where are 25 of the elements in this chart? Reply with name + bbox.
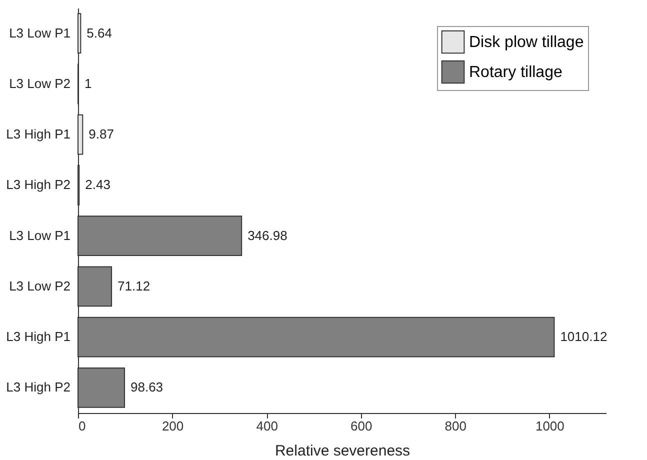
x-tick-label: 800: [444, 418, 466, 434]
y-tick-label: L3 Low P2: [9, 76, 70, 91]
y-tick-label: L3 Low P2: [9, 278, 70, 294]
x-tick-label: 1000: [535, 418, 564, 434]
data-label: 1010.12: [560, 329, 608, 344]
x-tick-label: 200: [162, 418, 184, 434]
data-label: 71.12: [118, 278, 150, 294]
y-tick-label: L3 Low P1: [9, 25, 70, 40]
y-tick-label: L3 High P1: [6, 126, 70, 142]
x-tick-label: 400: [256, 418, 278, 434]
data-label: 346.98: [248, 228, 288, 243]
data-label: 98.63: [130, 380, 164, 395]
x-tick-label: 0: [78, 418, 86, 434]
data-label: 2.43: [85, 177, 110, 192]
data-label: 5.64: [86, 25, 112, 40]
y-tick-label: L3 High P2: [6, 380, 70, 395]
legend-label: Disk plow tillage: [469, 34, 584, 51]
data-label: 9.87: [88, 126, 114, 142]
y-tick-label: L3 Low P1: [9, 228, 70, 243]
y-tick-label: L3 High P2: [6, 177, 70, 192]
y-tick-label: L3 High P1: [6, 329, 70, 344]
x-axis-title: Relative severeness: [274, 442, 410, 460]
x-tick-label: 600: [350, 418, 372, 434]
data-label: 1: [84, 76, 92, 91]
legend-label: Rotary tillage: [469, 64, 562, 81]
